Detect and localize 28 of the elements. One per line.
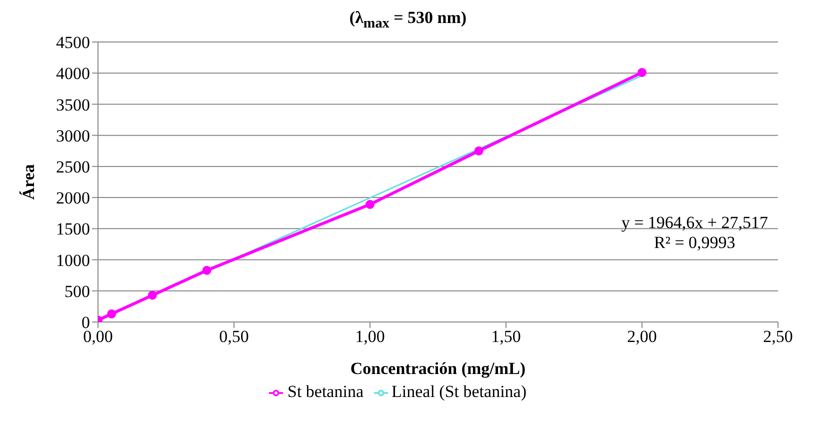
x-tick-label: 0,50 — [219, 327, 249, 346]
chart-title: (λ$_{max}$ = 530 nm) — [348, 8, 468, 32]
legend-label: Lineal (St betanina) — [392, 382, 527, 402]
annotation: R² = 0,9993 — [653, 233, 736, 253]
x-tick-label: 2,00 — [627, 327, 657, 346]
point — [638, 68, 646, 78]
point — [474, 146, 484, 156]
y-tick-label: 3000 — [56, 126, 90, 146]
y-tick-label: 3500 — [56, 96, 90, 115]
x-axis-title: Concentración (mg/mL) — [350, 359, 526, 378]
y-tick-label: 4500 — [56, 33, 90, 52]
x-tick-label: 1,00 — [355, 327, 385, 346]
y-axis-title: Área — [19, 164, 38, 200]
x-tick-label: 1,50 — [491, 327, 521, 346]
x-tick-label: 2,50 — [763, 327, 793, 346]
y-tick-label: 1000 — [56, 251, 90, 270]
y-tick-label: 1500 — [56, 220, 90, 240]
point — [148, 291, 157, 300]
annotation: y = 1964,6x + 27,517 — [621, 213, 768, 233]
legend-label: St betanina — [287, 382, 364, 402]
y-tick-label: 2000 — [56, 188, 90, 208]
point — [202, 266, 212, 276]
point — [366, 200, 374, 210]
x-tick-label: 0,00 — [83, 327, 113, 346]
y-tick-label: 500 — [64, 282, 90, 302]
y-tick-label: 4000 — [56, 64, 90, 84]
y-tick-label: 2500 — [56, 158, 90, 177]
point — [107, 310, 116, 319]
